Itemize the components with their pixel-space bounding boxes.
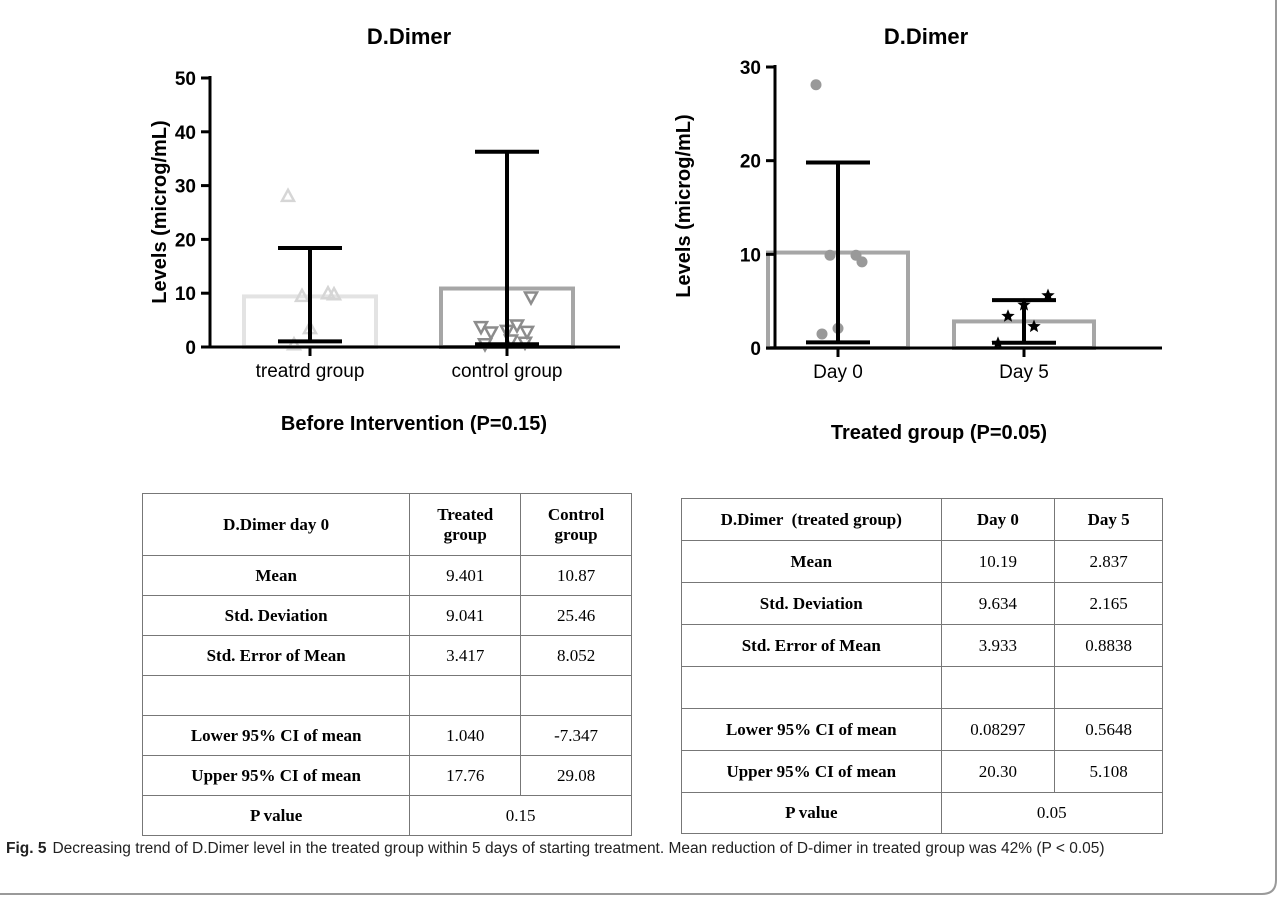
- table-cell: 5.108: [1054, 750, 1163, 793]
- data-point: [285, 335, 303, 351]
- table-cell: 2.837: [1054, 540, 1163, 583]
- table-row-label: Std. Error of Mean: [141, 635, 411, 676]
- y-tick-label: 50: [175, 69, 196, 90]
- table-cell: 25.46: [520, 595, 632, 636]
- data-point: [1027, 319, 1041, 333]
- table-header-cell: Day 0: [940, 498, 1056, 541]
- table-header-cell: D.Dimer day 0: [141, 493, 411, 556]
- data-point: [279, 187, 297, 203]
- y-tick-label: 0: [185, 338, 196, 359]
- table-cell: 29.08: [520, 755, 632, 796]
- chart-title: D.Dimer: [884, 24, 969, 49]
- figure-caption: Fig. 5 Decreasing trend of D.Dimer level …: [6, 838, 1276, 859]
- table-row-label: [681, 666, 942, 709]
- data-point: [810, 79, 822, 91]
- table-cell: -7.347: [520, 715, 632, 756]
- pvalue-label: P value: [681, 792, 942, 834]
- table-cell: 3.933: [940, 624, 1056, 667]
- chart-subtitle: Before Intervention (P=0.15): [281, 413, 547, 435]
- table-cell: 10.87: [520, 555, 632, 596]
- data-point: [482, 326, 500, 342]
- x-tick-label: Day 5: [999, 362, 1049, 383]
- y-axis-label: Levels (microg/mL): [149, 120, 171, 303]
- caption-text: Decreasing trend of D.Dimer level in the…: [52, 840, 1105, 857]
- x-tick-label: Day 0: [813, 362, 863, 383]
- stats-table-treated: D.Dimer (treated group) Day 0 Day 5 Mean…: [681, 498, 1164, 834]
- figure-label: Fig. 5: [6, 840, 47, 857]
- y-tick-label: 10: [175, 284, 196, 305]
- table-cell: 1.040: [409, 715, 522, 756]
- x-tick-label: control group: [452, 361, 563, 382]
- table-row-label: Mean: [681, 540, 942, 583]
- table-row-label: Upper 95% CI of mean: [681, 750, 942, 793]
- pvalue-label: P value: [141, 795, 411, 836]
- data-point: [1041, 288, 1055, 302]
- data-point: [325, 285, 343, 301]
- table-cell: [940, 666, 1056, 709]
- table-cell: 20.30: [940, 750, 1056, 793]
- table-header-cell: Day 5: [1054, 498, 1163, 541]
- table-cell: 17.76: [409, 755, 522, 796]
- chart-title: D.Dimer: [367, 24, 452, 49]
- table-cell: 2.165: [1054, 582, 1163, 625]
- pvalue-cell: 0.15: [409, 795, 632, 836]
- table-cell: 9.401: [409, 555, 522, 596]
- table-cell: 0.5648: [1054, 708, 1163, 751]
- x-tick-label: treatrd group: [256, 361, 365, 382]
- table-row-label: Std. Error of Mean: [681, 624, 942, 667]
- y-tick-label: 30: [175, 177, 196, 198]
- y-axis-label: Levels (microg/mL): [673, 114, 695, 297]
- data-point: [518, 325, 536, 341]
- table-cell: 8.052: [520, 635, 632, 676]
- table-row-label: Lower 95% CI of mean: [141, 715, 411, 756]
- stats-table-day0: D.Dimer day 0 Treated group Control grou…: [141, 493, 632, 836]
- table-header-cell: Treated group: [409, 493, 522, 556]
- table-cell: [1054, 666, 1163, 709]
- table-cell: [409, 675, 522, 716]
- data-point: [293, 287, 311, 303]
- table-cell: 0.8838: [1054, 624, 1163, 667]
- data-point: [472, 320, 490, 336]
- chart-subtitle: Treated group (P=0.05): [831, 422, 1047, 444]
- data-point: [1001, 309, 1015, 322]
- y-tick-label: 40: [175, 123, 196, 144]
- y-tick-label: 20: [740, 152, 761, 173]
- table-cell: [520, 675, 632, 716]
- table-cell: 9.634: [940, 582, 1056, 625]
- table-row-label: Std. Deviation: [681, 582, 942, 625]
- y-tick-label: 10: [740, 245, 761, 266]
- table-row-label: Std. Deviation: [141, 595, 411, 636]
- table-header-cell: D.Dimer (treated group): [681, 498, 942, 541]
- y-tick-label: 0: [750, 339, 761, 360]
- table-row-label: [141, 675, 411, 716]
- table-header-cell: Control group: [520, 493, 632, 556]
- y-tick-label: 30: [740, 58, 761, 79]
- y-tick-label: 20: [175, 230, 196, 251]
- table-cell: 10.19: [940, 540, 1056, 583]
- data-point: [856, 256, 868, 268]
- table-row-label: Mean: [141, 555, 411, 596]
- table-cell: 0.08297: [940, 708, 1056, 751]
- data-point: [522, 291, 540, 307]
- table-cell: 9.041: [409, 595, 522, 636]
- charts-area: D.Dimer Before Intervention (P=0.15) Level…: [149, 24, 1162, 444]
- data-point: [824, 249, 836, 261]
- data-point: [816, 328, 828, 340]
- table-row-label: Lower 95% CI of mean: [681, 708, 942, 751]
- table-row-label: Upper 95% CI of mean: [141, 755, 411, 796]
- table-cell: 3.417: [409, 635, 522, 676]
- pvalue-cell: 0.05: [940, 792, 1164, 834]
